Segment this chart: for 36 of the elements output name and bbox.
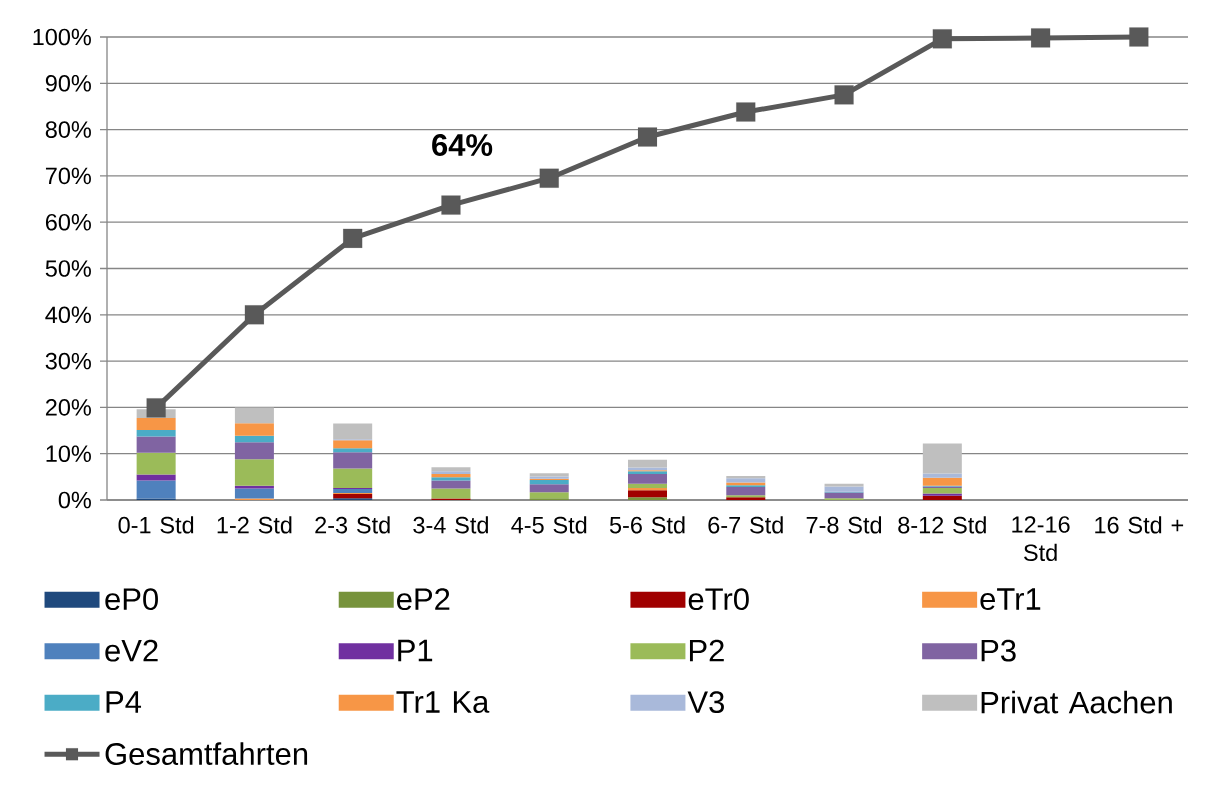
x-tick-label: 12-16 Std <box>1012 516 1070 562</box>
y-tick-label: 90% <box>45 74 91 92</box>
legend-label: eV2 <box>105 639 158 662</box>
y-tick-label: 40% <box>45 306 91 324</box>
y-tick-label: 60% <box>45 213 91 231</box>
x-tick-label: 0-1 Std <box>118 516 194 534</box>
y-tick-label: 80% <box>45 121 91 138</box>
x-tick-label: 1-2 Std <box>217 516 292 534</box>
x-tick-label: 5-6 Std <box>609 516 685 534</box>
y-tick-label: 0% <box>58 491 91 509</box>
legend-label: eP0 <box>105 588 158 611</box>
x-tick-label: 7-8 Std <box>806 516 882 534</box>
annotation: 64% <box>432 134 493 156</box>
x-tick-label: 2-3 Std <box>315 516 390 534</box>
y-tick-label: 20% <box>45 399 91 416</box>
legend-label: eTr0 <box>688 588 749 611</box>
legend-label: P3 <box>981 639 1016 662</box>
y-tick-label: 70% <box>45 167 91 185</box>
legend-label: Privat Aachen <box>981 690 1172 714</box>
x-tick-label: 4-5 Std <box>511 516 587 534</box>
y-tick-label: 100% <box>33 28 91 46</box>
legend-label: eTr1 <box>980 588 1041 610</box>
x-tick-label: 6-7 Std <box>708 516 783 534</box>
y-tick-label: 10% <box>46 445 91 463</box>
legend-label: P1 <box>398 639 433 662</box>
y-tick-label: 30% <box>45 352 91 370</box>
legend-label: P4 <box>106 691 142 713</box>
legend-label: V3 <box>687 691 724 714</box>
x-tick-label: 3-4 Std <box>413 516 488 534</box>
legend-label: Tr1 Ka <box>396 691 490 713</box>
legend-label: eP2 <box>397 588 450 611</box>
y-tick-label: 50% <box>45 260 91 277</box>
legend-label: P2 <box>689 639 724 662</box>
x-tick-label: 8-12 Std <box>898 516 986 534</box>
x-tick-label: 16 Std + <box>1095 516 1184 534</box>
legend-label: Gesamtfahrten <box>105 742 308 766</box>
